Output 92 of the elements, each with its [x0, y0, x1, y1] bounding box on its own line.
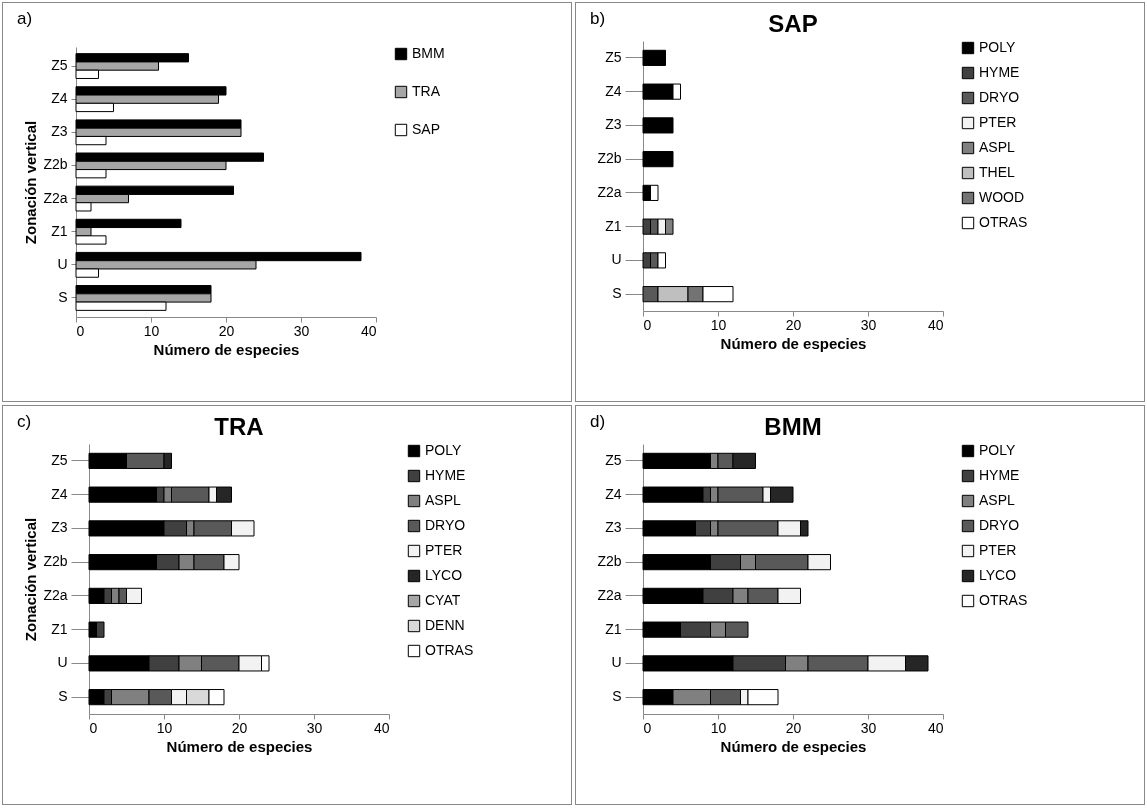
legend-label: OTRAS — [979, 214, 1028, 230]
y-tick-label: U — [611, 654, 622, 671]
legend-label: DENN — [425, 617, 465, 633]
legend-label: ASPL — [979, 139, 1016, 155]
y-tick-label: Z1 — [605, 217, 622, 234]
x-tick-label: 20 — [231, 719, 248, 736]
legend-label: WOOD — [979, 189, 1025, 205]
legend-label: PTER — [979, 114, 1017, 130]
legend-label: DRYO — [425, 517, 466, 533]
y-tick-label: S — [612, 688, 622, 705]
y-tick-label: Z3 — [605, 116, 622, 133]
chart-title: TRA — [214, 413, 264, 440]
y-tick-label: S — [58, 688, 68, 705]
y-tick-label: Z5 — [51, 451, 68, 468]
legend-label: BMM — [412, 45, 445, 61]
y-tick-label: Z2a — [43, 189, 68, 206]
x-tick-label: 20 — [785, 719, 802, 736]
x-tick-label: 20 — [785, 316, 802, 333]
y-tick-label: Z2a — [597, 586, 622, 603]
legend-label: LYCO — [425, 567, 463, 583]
y-tick-label: U — [57, 654, 68, 671]
legend-label: POLY — [979, 442, 1016, 458]
legend-label: TRA — [412, 83, 441, 99]
legend-label: OTRAS — [425, 642, 474, 658]
y-tick-label: Z3 — [51, 123, 68, 140]
chart-title: BMM — [764, 413, 822, 440]
legend-label: ASPL — [979, 492, 1016, 508]
legend-label: THEL — [979, 164, 1015, 180]
y-tick-label: U — [611, 251, 622, 268]
y-tick-label: Z2a — [597, 183, 622, 200]
x-tick-label: 30 — [293, 322, 310, 339]
x-axis-title: Número de especies — [166, 737, 313, 755]
y-tick-label: U — [57, 255, 68, 272]
x-tick-label: 0 — [643, 719, 652, 736]
y-tick-label: Z5 — [605, 48, 622, 65]
legend-label: POLY — [425, 442, 462, 458]
y-tick-label: Z2b — [597, 553, 622, 570]
y-axis-title: Zonación vertical — [22, 517, 40, 642]
legend-label: HYME — [425, 467, 466, 483]
chart-title: SAP — [768, 10, 818, 37]
y-tick-label: Z4 — [605, 485, 622, 502]
x-tick-label: 30 — [860, 719, 877, 736]
x-axis-title: Número de especies — [153, 340, 300, 358]
y-tick-label: Z4 — [51, 485, 68, 502]
x-tick-label: 0 — [76, 322, 85, 339]
x-tick-label: 10 — [710, 316, 727, 333]
x-tick-label: 40 — [373, 719, 390, 736]
y-tick-label: Z1 — [605, 620, 622, 637]
legend-label: DRYO — [979, 517, 1020, 533]
text: c) — [17, 412, 32, 432]
x-tick-label: 30 — [860, 316, 877, 333]
y-tick-label: Z2b — [43, 156, 68, 173]
x-axis-title: Número de especies — [720, 334, 867, 352]
text: b) — [590, 9, 606, 29]
x-tick-label: 20 — [218, 322, 235, 339]
x-tick-label: 0 — [89, 719, 98, 736]
x-tick-label: 10 — [710, 719, 727, 736]
y-tick-label: Z4 — [51, 90, 68, 107]
y-tick-label: Z2b — [597, 150, 622, 167]
legend-label: PTER — [425, 542, 463, 558]
x-tick-label: 10 — [156, 719, 173, 736]
y-tick-label: Z4 — [605, 82, 622, 99]
y-tick-label: S — [612, 285, 622, 302]
legend-label: OTRAS — [979, 592, 1028, 608]
legend-label: DRYO — [979, 89, 1020, 105]
x-axis-title: Número de especies — [720, 737, 867, 755]
legend-label: SAP — [412, 121, 441, 137]
text: d) — [590, 412, 606, 432]
legend-label: PTER — [979, 542, 1017, 558]
y-tick-label: Z5 — [51, 57, 68, 74]
text: a) — [17, 9, 33, 29]
x-tick-label: 40 — [927, 316, 944, 333]
y-tick-label: S — [58, 288, 68, 305]
y-tick-label: Z1 — [51, 222, 68, 239]
legend-label: POLY — [979, 39, 1016, 55]
x-tick-label: 10 — [143, 322, 160, 339]
y-tick-label: Z1 — [51, 620, 68, 637]
y-tick-label: Z2a — [43, 586, 68, 603]
legend-label: CYAT — [425, 592, 461, 608]
y-tick-label: Z3 — [51, 519, 68, 536]
x-tick-label: 40 — [927, 719, 944, 736]
y-tick-label: Z5 — [605, 451, 622, 468]
legend-label: LYCO — [979, 567, 1017, 583]
legend-label: ASPL — [425, 492, 462, 508]
legend-label: HYME — [979, 467, 1020, 483]
x-tick-label: 30 — [306, 719, 323, 736]
y-tick-label: Z2b — [43, 553, 68, 570]
y-axis-title: Zonación vertical — [22, 120, 40, 245]
legend-label: HYME — [979, 64, 1020, 80]
y-tick-label: Z3 — [605, 519, 622, 536]
x-tick-label: 0 — [643, 316, 652, 333]
x-tick-label: 40 — [360, 322, 377, 339]
